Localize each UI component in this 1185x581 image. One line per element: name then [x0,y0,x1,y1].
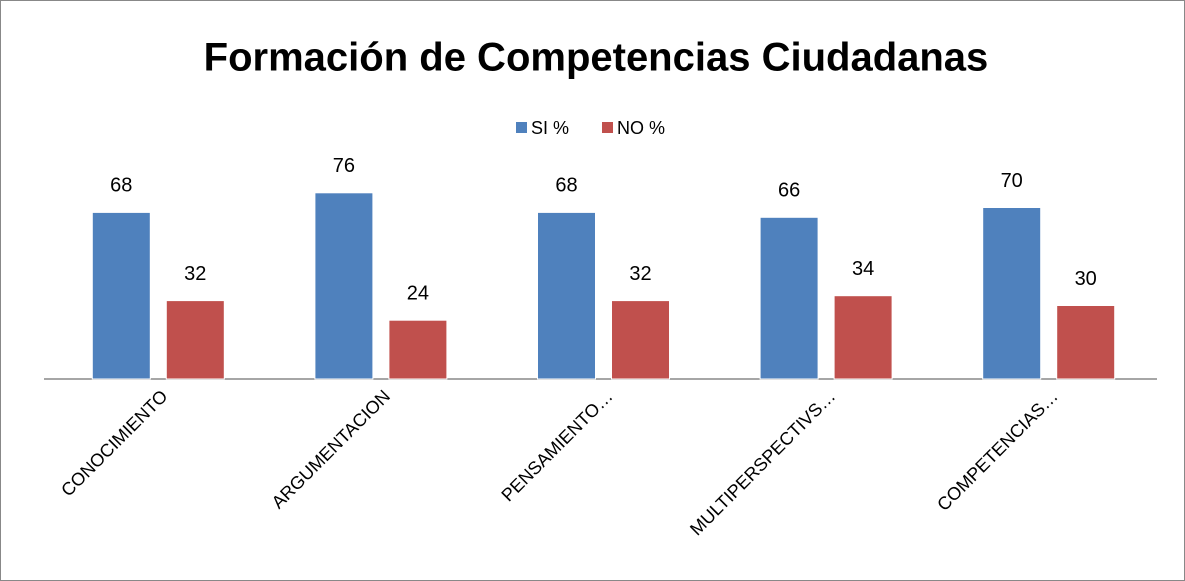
data-label: 68 [110,175,132,197]
data-label: 32 [629,263,651,285]
legend-swatch [602,122,613,133]
data-label: 66 [778,180,800,202]
data-label: 30 [1075,268,1097,290]
legend-swatch [516,122,527,133]
legend-label: NO % [617,118,665,138]
data-label: 34 [852,258,874,280]
bar [982,207,1042,380]
chart-title: Formación de Competencias Ciudadanas [204,36,989,80]
legend-label: SI % [531,118,569,138]
data-label: 76 [333,155,355,177]
bar [833,295,893,380]
data-label: 68 [555,175,577,197]
bar [388,319,448,380]
data-label: 24 [407,282,429,304]
data-label: 70 [1001,170,1023,192]
bar [165,300,225,380]
bar [759,216,819,380]
bar [611,300,670,380]
bar [1056,305,1116,380]
data-label: 32 [184,263,206,285]
bar [537,211,596,380]
bar [314,192,374,380]
bar [91,211,151,380]
